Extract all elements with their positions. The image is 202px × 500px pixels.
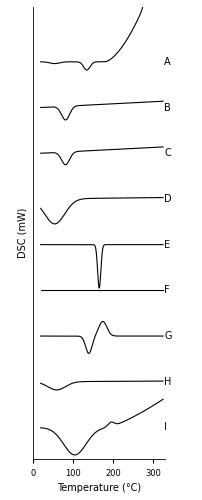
Text: G: G	[163, 331, 171, 341]
X-axis label: Temperature (°C): Temperature (°C)	[57, 483, 140, 493]
Text: I: I	[163, 422, 166, 432]
Text: B: B	[163, 102, 170, 113]
Text: E: E	[163, 240, 169, 250]
Text: H: H	[163, 377, 171, 387]
Y-axis label: DSC (mW): DSC (mW)	[17, 208, 27, 258]
Text: D: D	[163, 194, 171, 204]
Text: F: F	[163, 286, 169, 296]
Text: A: A	[163, 57, 170, 67]
Text: C: C	[163, 148, 170, 158]
